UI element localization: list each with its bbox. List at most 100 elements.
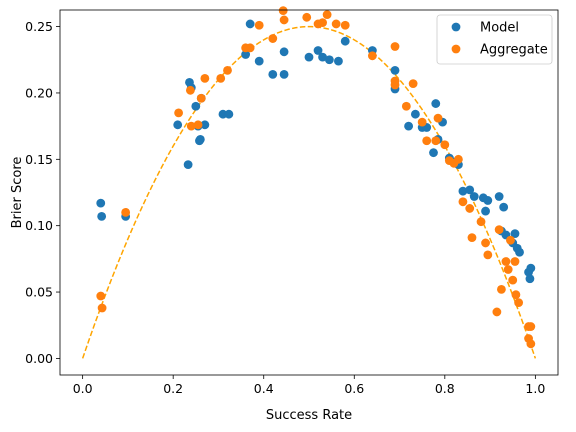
model-point — [195, 135, 205, 144]
aggregate-point — [302, 12, 312, 22]
model-point — [340, 36, 350, 46]
aggregate-point — [96, 291, 106, 301]
y-axis-label: Brier Score — [10, 157, 25, 229]
y-tick-label: 0.25 — [25, 19, 53, 34]
legend-label-model: Model — [480, 21, 519, 36]
aggregate-point — [322, 10, 332, 20]
aggregate-point — [506, 235, 515, 245]
model-point — [469, 192, 479, 201]
x-axis: 0.0 0.2 0.4 0.6 0.8 1.0 — [73, 375, 545, 396]
model-point — [173, 120, 183, 130]
model-point — [465, 185, 475, 195]
model-point — [313, 46, 323, 55]
plot-area — [81, 6, 537, 359]
aggregate-point — [422, 136, 432, 146]
model-point — [510, 229, 520, 239]
aggregate-point — [279, 15, 289, 25]
aggregate-point — [526, 322, 536, 331]
aggregate-point — [510, 257, 520, 266]
model-point — [97, 211, 107, 221]
model-point — [191, 101, 201, 111]
x-tick-label: 0.8 — [435, 381, 455, 396]
model-point — [279, 47, 289, 57]
aggregate-point — [331, 19, 341, 29]
aggregate-point — [254, 20, 264, 30]
y-tick-label: 0.20 — [25, 85, 53, 100]
y-tick-label: 0.05 — [25, 285, 53, 300]
model-point — [410, 109, 420, 119]
y-tick-label: 0.00 — [25, 351, 53, 366]
x-tick-label: 0.0 — [73, 381, 93, 396]
aggregate-point — [481, 238, 490, 248]
model-point — [494, 192, 504, 201]
aggregate-point — [511, 290, 521, 300]
legend: Model Aggregate — [436, 14, 553, 65]
aggregate-point — [483, 250, 493, 260]
y-axis: 0.00 0.05 0.10 0.15 0.20 0.25 — [25, 19, 60, 366]
model-point — [429, 148, 438, 158]
model-point — [525, 274, 535, 284]
model-point — [324, 55, 334, 65]
model-point — [481, 206, 490, 216]
aggregate-point — [223, 65, 232, 75]
aggregate-point — [278, 6, 288, 16]
aggregate-point — [417, 117, 427, 127]
scatter-points — [96, 6, 536, 349]
aggregate-point — [433, 113, 443, 123]
axes-frame — [59, 9, 559, 376]
y-tick-label: 0.10 — [25, 218, 53, 233]
legend-label-aggregate: Aggregate — [480, 43, 548, 58]
aggregate-point — [508, 275, 518, 285]
model-point — [515, 247, 524, 257]
aggregate-point — [467, 233, 477, 243]
aggregate-point — [367, 51, 377, 61]
aggregate-point — [492, 307, 502, 317]
aggregate-point — [514, 298, 524, 308]
model-point — [431, 99, 441, 108]
model-point — [499, 202, 509, 212]
aggregate-point — [454, 154, 463, 164]
aggregate-point — [501, 257, 511, 266]
model-point — [200, 120, 210, 130]
x-tick-label: 1.0 — [525, 381, 545, 396]
model-point — [183, 160, 193, 170]
aggregate-point — [408, 79, 418, 89]
aggregate-point — [318, 18, 327, 28]
aggregate-point — [503, 265, 513, 274]
model-point — [404, 121, 413, 131]
aggregate-point — [497, 284, 506, 294]
aggregate-point — [465, 204, 475, 213]
model-point — [318, 52, 327, 62]
model-point — [268, 69, 278, 79]
x-tick-label: 0.6 — [344, 381, 364, 396]
model-point — [526, 263, 536, 273]
x-tick-label: 0.2 — [163, 381, 183, 396]
model-point — [279, 69, 289, 79]
model-point — [245, 19, 255, 29]
legend-marker-aggregate — [451, 44, 461, 54]
series-aggregate — [96, 6, 536, 349]
aggregate-point — [440, 140, 450, 150]
y-tick-label: 0.15 — [25, 152, 53, 167]
aggregate-point — [200, 73, 210, 83]
aggregate-point — [526, 339, 536, 349]
model-point — [96, 198, 106, 208]
legend-box — [436, 14, 553, 65]
aggregate-point — [186, 121, 196, 131]
aggregate-point — [268, 34, 278, 43]
aggregate-point — [174, 108, 184, 118]
aggregate-point — [390, 76, 400, 86]
aggregate-point — [216, 73, 226, 83]
legend-marker-model — [451, 22, 461, 32]
model-point — [483, 196, 493, 205]
aggregate-point — [476, 217, 486, 227]
aggregate-point — [196, 93, 206, 103]
aggregate-point — [401, 101, 411, 111]
model-point — [224, 109, 234, 119]
aggregate-point — [121, 208, 131, 217]
aggregate-point — [494, 225, 504, 235]
model-point — [390, 65, 400, 75]
model-point — [334, 56, 343, 66]
model-point — [241, 50, 251, 59]
